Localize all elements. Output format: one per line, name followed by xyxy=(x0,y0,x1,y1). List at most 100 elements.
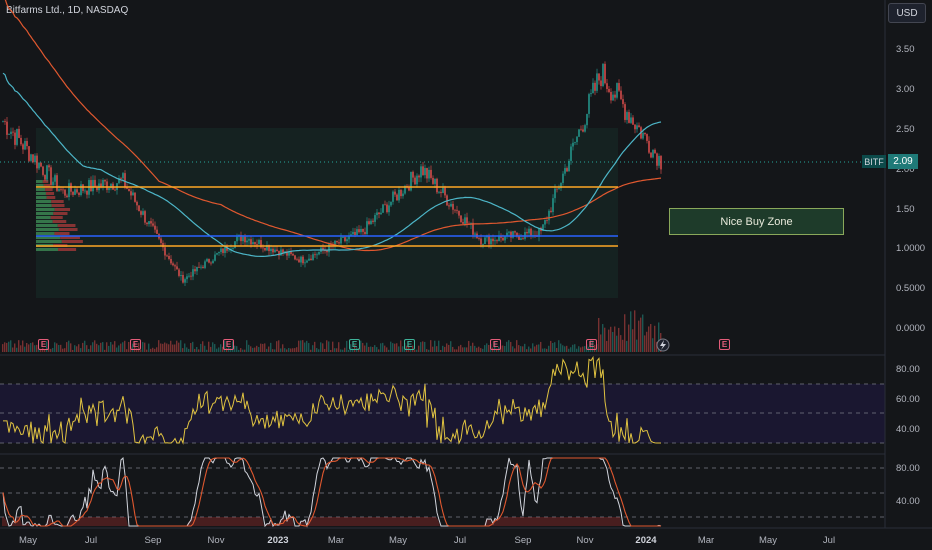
candles xyxy=(2,61,662,286)
candle-body xyxy=(206,259,208,262)
volume-bar xyxy=(104,349,106,352)
candle-body xyxy=(260,240,262,248)
volume-bar xyxy=(120,343,122,352)
candle-body xyxy=(134,192,136,202)
candle-body xyxy=(452,203,454,210)
time-tick: Mar xyxy=(697,535,715,546)
volume-bar xyxy=(286,349,288,352)
volume-bar xyxy=(72,349,74,352)
candle-body xyxy=(462,222,464,224)
candle-body xyxy=(528,228,530,234)
volume-bar xyxy=(118,345,120,352)
candle-body xyxy=(488,235,490,245)
candle-body xyxy=(38,162,40,169)
candle-body xyxy=(288,251,290,256)
candle-body xyxy=(414,177,416,185)
earnings-icon[interactable]: E xyxy=(349,339,360,350)
volume-bar xyxy=(564,346,566,352)
candle-body xyxy=(516,232,518,237)
candle-body xyxy=(110,183,112,189)
volume-bar xyxy=(466,347,468,352)
volume-bar xyxy=(510,341,512,352)
volume-bar xyxy=(256,345,258,352)
volume-bar xyxy=(486,343,488,352)
volume-bar xyxy=(40,348,42,352)
volume-bar xyxy=(114,341,116,352)
candle-body xyxy=(186,276,188,280)
earnings-icon[interactable]: E xyxy=(586,339,597,350)
candle-body xyxy=(224,245,226,253)
candle-body xyxy=(164,247,166,256)
earnings-icon[interactable]: E xyxy=(38,339,49,350)
earnings-icon[interactable]: E xyxy=(130,339,141,350)
volume-bar xyxy=(302,340,304,352)
volume-bar xyxy=(576,348,578,352)
candle-body xyxy=(638,125,640,128)
volume-bar xyxy=(174,344,176,352)
volume-bar xyxy=(646,331,648,352)
volume-bar xyxy=(66,342,68,352)
volume-bar xyxy=(470,345,472,352)
volume-bar xyxy=(420,342,422,352)
earnings-icon[interactable]: E xyxy=(490,339,501,350)
volume-bar xyxy=(332,341,334,352)
candle-body xyxy=(398,189,400,201)
earnings-icon[interactable]: E xyxy=(223,339,234,350)
price-tick: 3.00 xyxy=(896,84,915,95)
profile-bar-up xyxy=(36,248,59,251)
candle-body xyxy=(622,99,624,105)
volume-bar xyxy=(194,348,196,352)
candle-body xyxy=(316,254,318,256)
candle-body xyxy=(248,239,250,241)
volume-bar xyxy=(30,343,32,352)
candle-body xyxy=(16,128,18,145)
candle-body xyxy=(514,231,516,233)
volume-bar xyxy=(34,345,36,352)
profile-bar-down xyxy=(57,224,76,227)
candle-body xyxy=(384,204,386,206)
time-tick: Nov xyxy=(207,535,225,546)
candle-body xyxy=(598,73,600,81)
symbol-title[interactable]: Bitfarms Ltd., 1D, NASDAQ xyxy=(6,5,129,16)
candle-body xyxy=(340,237,342,244)
stoch-tick: 40.00 xyxy=(896,496,920,507)
profile-bar-down xyxy=(61,240,83,243)
candle-body xyxy=(434,178,436,184)
volume-bar xyxy=(90,345,92,352)
volume-bar xyxy=(186,347,188,352)
time-tick: 2024 xyxy=(635,535,657,546)
currency-button[interactable]: USD xyxy=(888,3,926,23)
profile-bar-down xyxy=(43,184,51,187)
candle-body xyxy=(454,209,456,211)
candle-body xyxy=(372,220,374,222)
candle-body xyxy=(18,128,20,138)
volume-bar xyxy=(418,345,420,352)
candle-body xyxy=(480,238,482,245)
earnings-icon[interactable]: E xyxy=(404,339,415,350)
volume-bar xyxy=(552,342,554,352)
volume-bar xyxy=(364,345,366,352)
candle-body xyxy=(526,232,528,234)
candle-body xyxy=(62,189,64,191)
candle-body xyxy=(172,263,174,266)
candle-body xyxy=(240,235,242,242)
volume-bar xyxy=(320,342,322,352)
ma-200-line xyxy=(4,0,662,252)
volume-bar xyxy=(410,348,412,352)
candle-body xyxy=(296,259,298,261)
volume-bar xyxy=(614,326,616,352)
candle-body xyxy=(412,171,414,178)
candle-body xyxy=(338,242,340,244)
volume-bar xyxy=(162,343,164,352)
volume-bar xyxy=(224,340,226,352)
volume-bar xyxy=(630,311,632,352)
earnings-icon[interactable]: E xyxy=(719,339,730,350)
buy-zone-annotation[interactable]: Nice Buy Zone xyxy=(669,208,844,235)
candle-body xyxy=(360,229,362,233)
volume-bar xyxy=(50,348,52,352)
candle-body xyxy=(180,274,182,276)
volume-bar xyxy=(236,346,238,352)
volume-bar xyxy=(366,342,368,352)
candle-body xyxy=(506,232,508,236)
